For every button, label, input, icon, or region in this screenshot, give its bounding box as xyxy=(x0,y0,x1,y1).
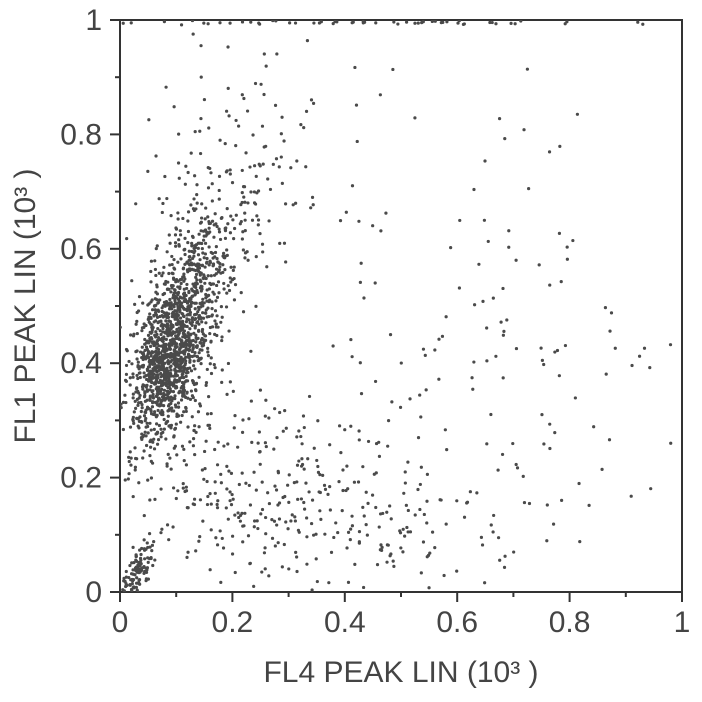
y-tick-label: 0.2 xyxy=(60,462,102,495)
x-tick-label: 0.6 xyxy=(436,606,478,639)
x-axis-label: FL4 PEAK LIN (10³ ) xyxy=(263,656,538,689)
scatter-chart: 0 0.2 0.4 0.6 0.8 1 0 0.2 0.4 0.6 0.8 1 FL4 PEAK LIN… xyxy=(0,0,702,702)
scatter-svg: 0 0.2 0.4 0.6 0.8 1 0 0.2 0.4 0.6 0.8 1 FL4 PEAK LIN… xyxy=(0,0,702,702)
scatter-points xyxy=(119,19,673,594)
x-tick-label: 1 xyxy=(674,606,691,639)
x-tick-label: 0 xyxy=(112,606,129,639)
y-axis-label: FL1 PEAK LIN (10³ ) xyxy=(9,168,42,443)
x-tick-label: 0.2 xyxy=(212,606,254,639)
y-tick-label: 0.8 xyxy=(60,118,102,151)
x-tick-label: 0.4 xyxy=(324,606,366,639)
y-tick-label: 0.4 xyxy=(60,347,102,380)
y-tick-label: 1 xyxy=(85,4,102,37)
y-tick-label: 0 xyxy=(85,576,102,609)
y-tick-label: 0.6 xyxy=(60,233,102,266)
x-tick-label: 0.8 xyxy=(549,606,591,639)
